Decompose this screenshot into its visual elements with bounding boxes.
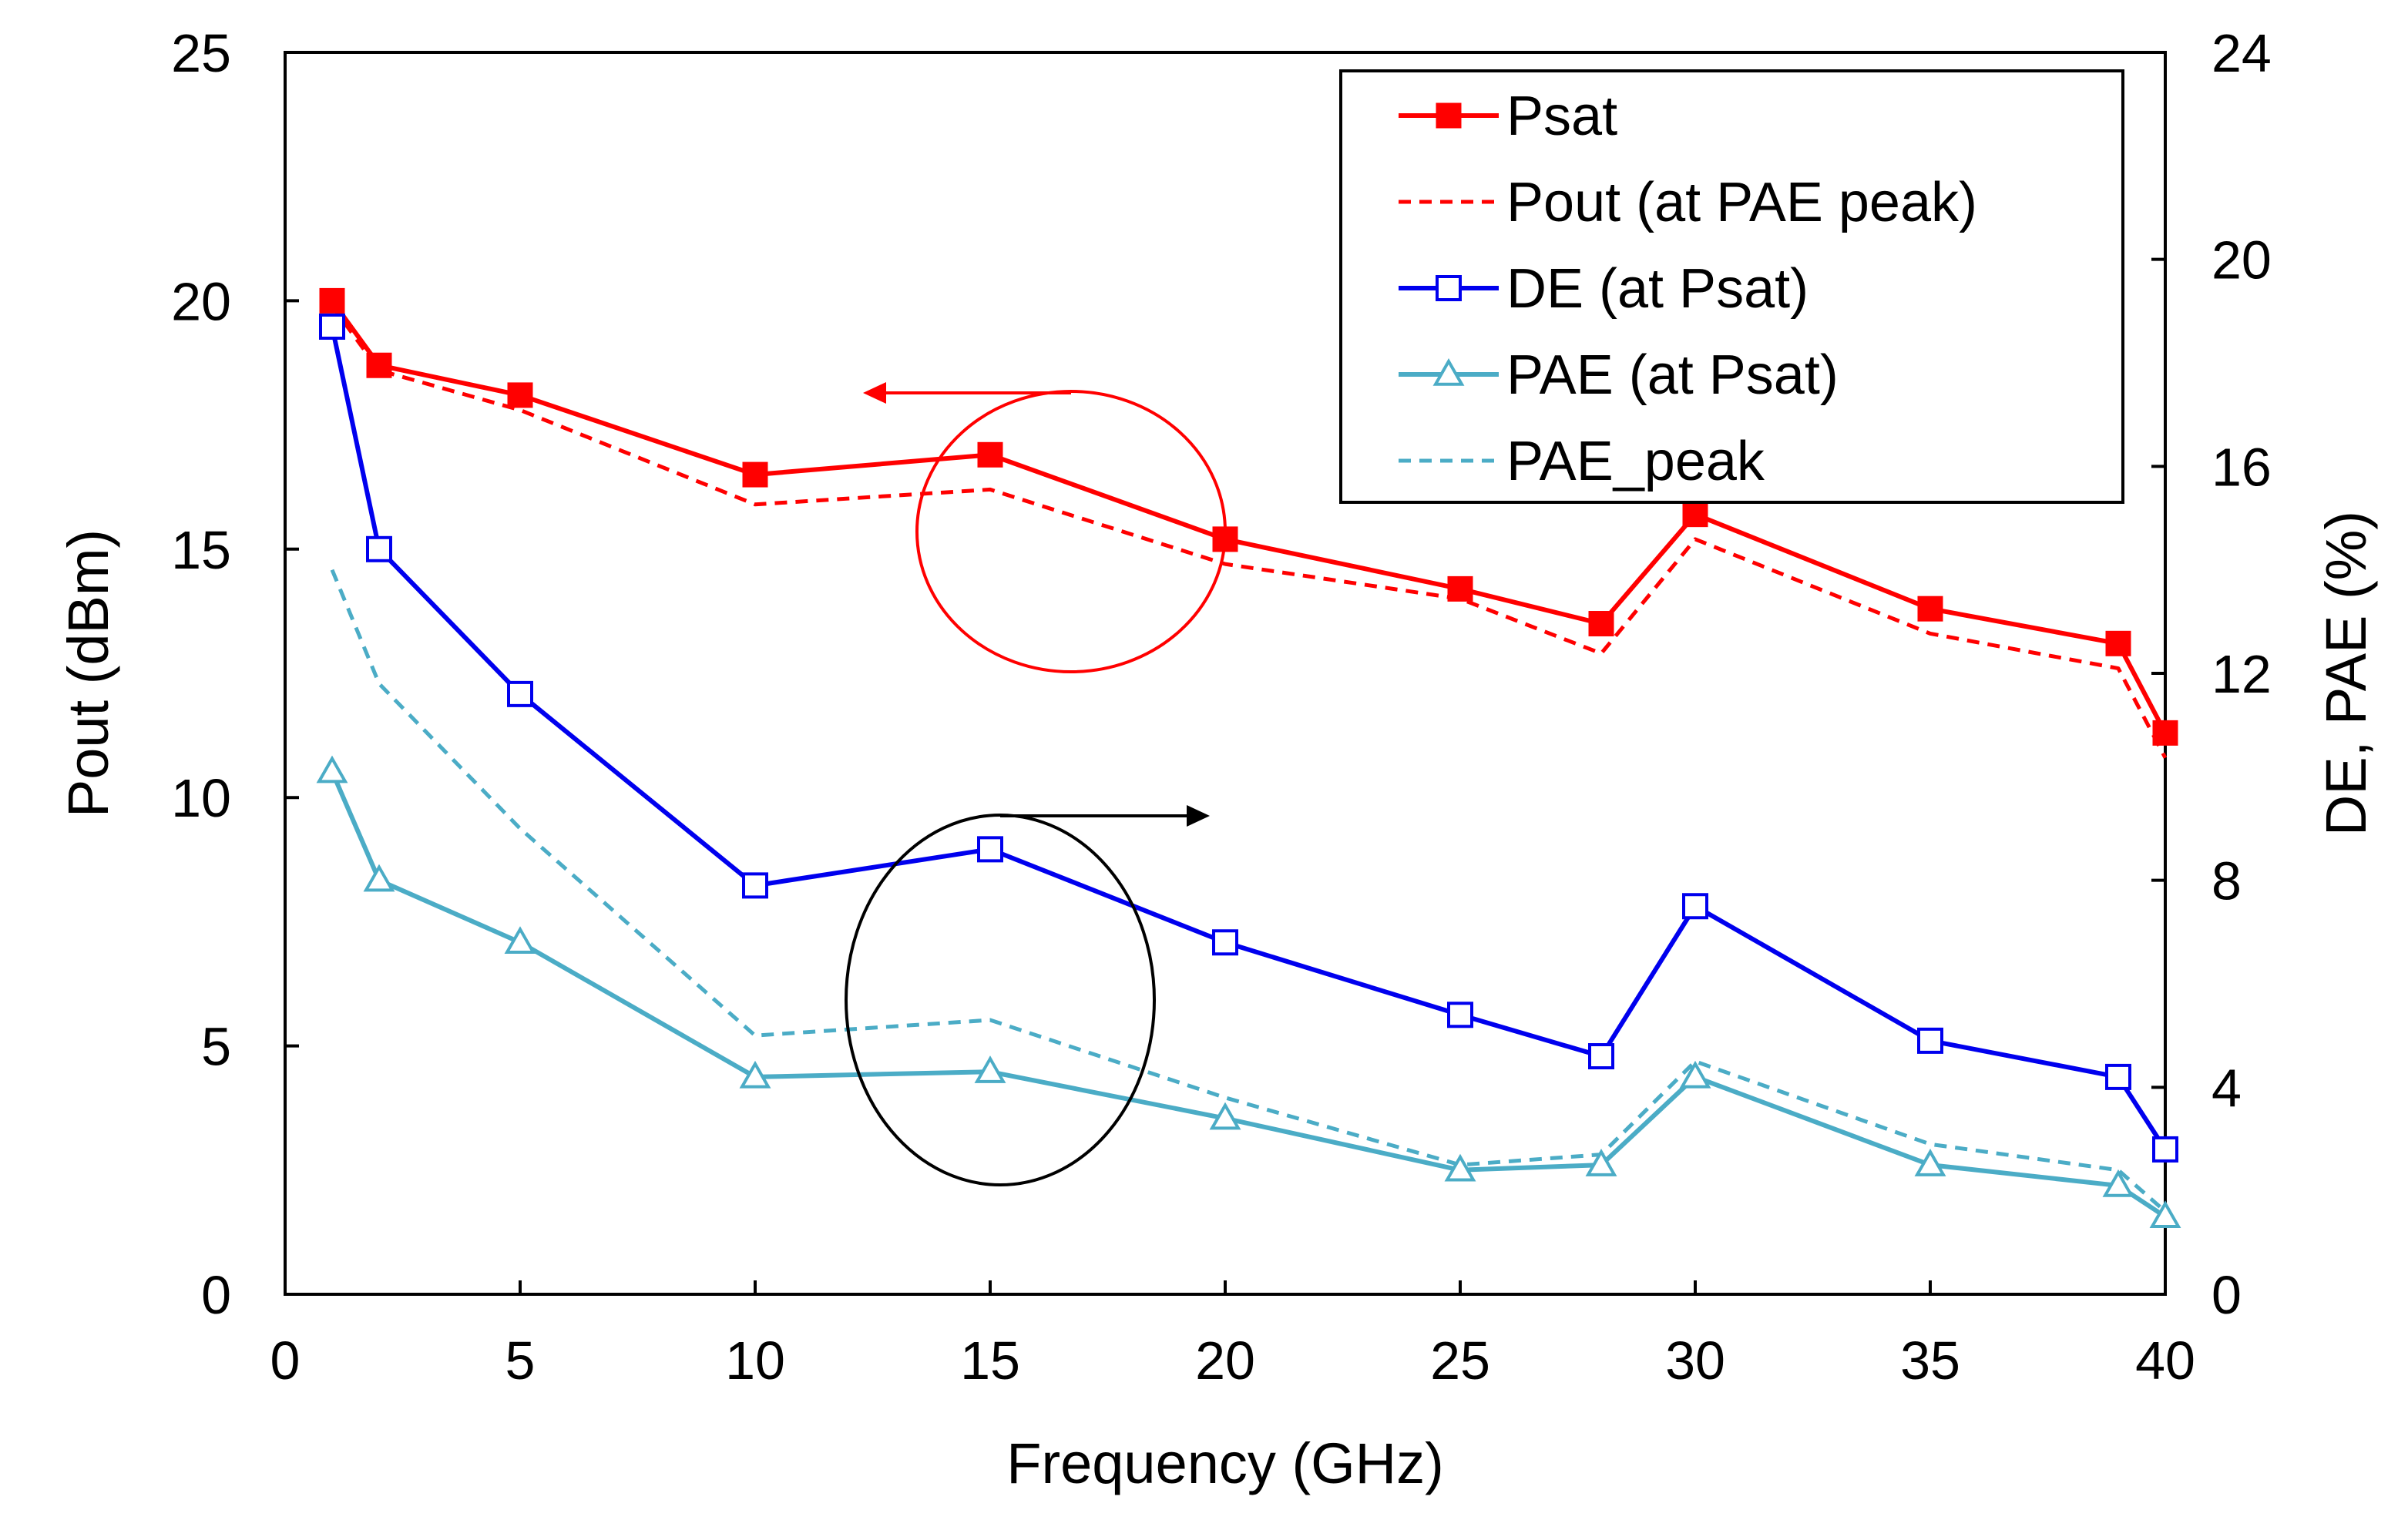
data-point-pae-at-psat: [2102, 1169, 2134, 1197]
data-point-pae-at-psat: [1444, 1153, 1476, 1182]
x-tick-label: 35: [1900, 1330, 1960, 1391]
y2-tick-label: 20: [2212, 230, 2272, 290]
data-point-de-at-psat: [2152, 1136, 2178, 1163]
annotation-arrowhead-red: [863, 382, 886, 404]
y-tick-label: 25: [171, 23, 231, 83]
data-point-de-at-psat: [1588, 1043, 1614, 1070]
legend: Psat Pout (at PAE peak) DE (at Psat) PAE (a…: [1339, 69, 2124, 504]
data-point-de-at-psat: [977, 836, 1003, 863]
legend-label-pout-at-pae-peak: Pout (at PAE peak): [1506, 172, 1977, 233]
y2-tick-label: 4: [2212, 1058, 2242, 1118]
y2-tick-label: 12: [2212, 644, 2272, 704]
data-point-pae-at-psat: [1914, 1149, 1946, 1176]
data-point-de-at-psat: [319, 313, 345, 340]
y-tick-label: 5: [201, 1017, 231, 1077]
legend-label-pae-peak: PAE_peak: [1506, 431, 1765, 492]
y2-tick-label: 8: [2212, 851, 2242, 911]
x-tick-label: 25: [1430, 1330, 1490, 1391]
x-tick-label: 20: [1195, 1330, 1255, 1391]
y-tick-label: 0: [201, 1265, 231, 1325]
y2-tick-label: 0: [2212, 1265, 2242, 1325]
x-tick-label: 40: [2135, 1330, 2195, 1391]
data-point-psat: [977, 441, 1003, 468]
series-layer: [316, 287, 2181, 1228]
data-point-de-at-psat: [1212, 929, 1238, 956]
y-tick-label: 20: [171, 271, 231, 331]
data-point-de-at-psat: [1682, 893, 1708, 920]
y-tick-label: 10: [171, 768, 231, 828]
legend-marker-de-at-psat: [1436, 275, 1462, 301]
data-point-psat: [1447, 575, 1473, 602]
data-point-psat: [2105, 630, 2131, 656]
x-tick-label: 0: [270, 1330, 301, 1391]
legend-marker-pae-at-psat: [1432, 357, 1465, 386]
data-point-pae-at-psat: [363, 864, 395, 892]
data-point-psat: [742, 461, 768, 488]
axis-ticks: 0 5 10 15 20 25 30 35 40 0 5 10 15 20 25 0 4 8 12 16 20 24: [171, 23, 2272, 1391]
data-point-de-at-psat: [1447, 1002, 1473, 1028]
series-line-psat: [330, 299, 2168, 734]
legend-marker-psat: [1436, 102, 1462, 129]
data-point-de-at-psat: [2105, 1063, 2131, 1090]
legend-items: Psat Pout (at PAE peak) DE (at Psat) PAE (a…: [1399, 86, 1977, 492]
data-point-de-at-psat: [507, 680, 533, 707]
y2-tick-label: 16: [2212, 437, 2272, 497]
data-point-pae-at-psat: [1585, 1149, 1617, 1176]
x-tick-label: 10: [725, 1330, 785, 1391]
data-point-psat: [1917, 596, 1943, 622]
series-line-de-at-psat: [330, 326, 2168, 1151]
data-point-psat: [507, 382, 533, 408]
data-point-pae-at-psat: [1209, 1102, 1241, 1130]
data-point-pae-at-psat: [974, 1055, 1006, 1083]
y-tick-label: 15: [171, 520, 231, 580]
x-tick-label: 15: [960, 1330, 1020, 1391]
data-point-pae-at-psat: [316, 755, 348, 783]
data-point-psat: [1588, 611, 1614, 637]
legend-label-pae-at-psat: PAE (at Psat): [1506, 344, 1839, 406]
data-point-de-at-psat: [366, 535, 392, 562]
x-axis-title: Frequency (GHz): [1006, 1431, 1443, 1495]
data-point-psat: [2152, 720, 2178, 746]
legend-label-de-at-psat: DE (at Psat): [1506, 258, 1809, 320]
data-point-psat: [1682, 502, 1708, 528]
data-point-pae-at-psat: [739, 1060, 771, 1089]
x-tick-label: 5: [505, 1330, 536, 1391]
data-point-psat: [319, 287, 345, 314]
data-point-de-at-psat: [742, 872, 768, 899]
y-axis-title: Pout (dBm): [56, 529, 120, 817]
annotations: [845, 382, 1227, 1186]
data-point-pae-at-psat: [1679, 1060, 1711, 1089]
legend-label-psat: Psat: [1506, 86, 1617, 147]
series-line-pae-peak: [330, 569, 2167, 1213]
series-line-pae-at-psat: [330, 770, 2167, 1219]
data-point-psat: [366, 352, 392, 378]
data-point-de-at-psat: [1917, 1027, 1943, 1054]
y2-axis-title: DE, PAE (%): [2314, 511, 2378, 836]
y2-tick-label: 24: [2212, 23, 2272, 83]
x-tick-label: 30: [1665, 1330, 1725, 1391]
data-point-pae-at-psat: [504, 926, 536, 955]
data-point-pae-at-psat: [2149, 1200, 2181, 1228]
annotation-arrowhead-black: [1187, 805, 1210, 827]
